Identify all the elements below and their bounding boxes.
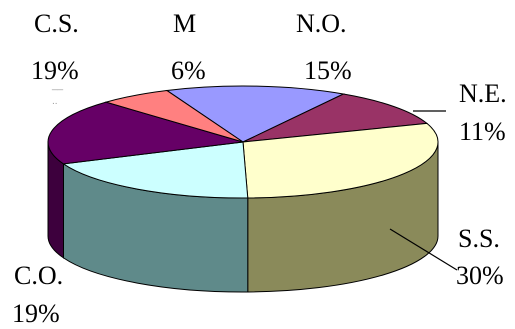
slice-c-s bbox=[47, 101, 244, 165]
ghost-label-top: __ bbox=[51, 80, 64, 91]
slice-label-no: N.O. bbox=[296, 9, 347, 38]
slice-percent-co: 19% bbox=[12, 299, 60, 328]
slice-percent-m: 6% bbox=[171, 56, 206, 85]
slice-n-e bbox=[242, 93, 429, 143]
slice-label-cs: C.S. bbox=[34, 9, 79, 38]
ghost-label-top2: .. bbox=[52, 96, 58, 107]
slice-percent-ss: 30% bbox=[456, 261, 504, 290]
slice-c-o bbox=[62, 141, 249, 199]
slice-percent-no: 15% bbox=[304, 56, 352, 85]
slice-label-co: C.O. bbox=[14, 261, 63, 290]
slice-label-ss: S.S. bbox=[458, 224, 500, 253]
slice-s-s bbox=[242, 122, 439, 199]
slice-label-m: M bbox=[173, 9, 196, 38]
slice-percent-ne: 11% bbox=[459, 117, 506, 146]
slice-percent-cs: 19% bbox=[31, 56, 79, 85]
pie-tops bbox=[47, 85, 439, 199]
leader-line-ss bbox=[389, 228, 458, 271]
slice-label-ne: N.E. bbox=[459, 79, 507, 108]
pie-sides bbox=[47, 141, 439, 293]
slice-n-o bbox=[165, 85, 346, 143]
slice-m bbox=[104, 89, 244, 143]
